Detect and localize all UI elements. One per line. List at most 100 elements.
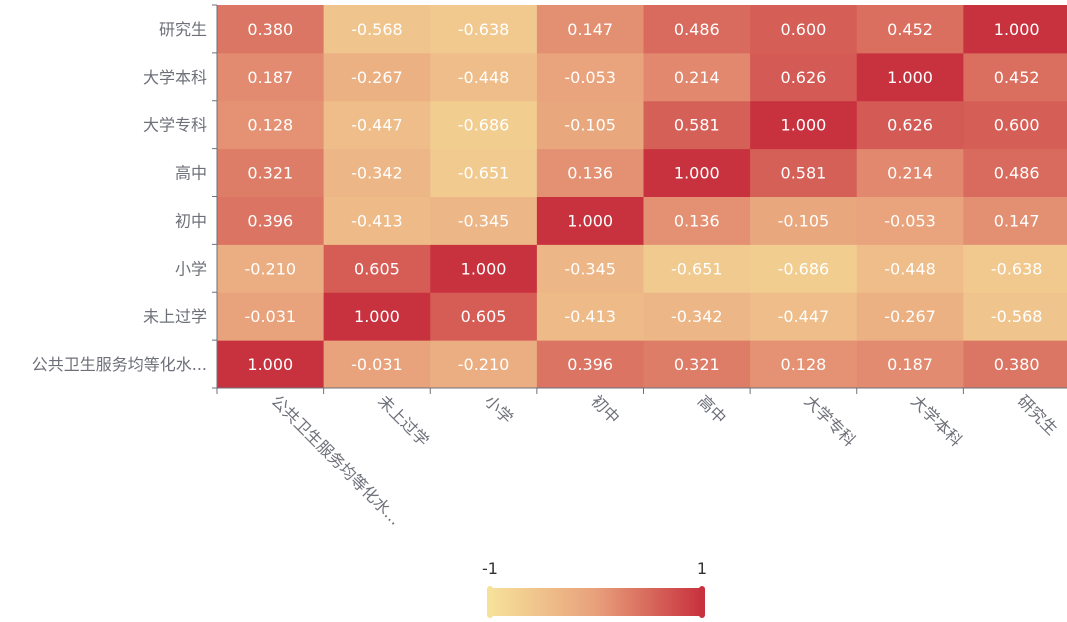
heatmap-cell[interactable] — [536, 340, 644, 389]
heatmap-cell[interactable] — [430, 244, 538, 293]
heatmap-cell[interactable] — [856, 100, 964, 150]
cell-value-label: 0.396 — [567, 355, 613, 374]
heatmap-cell[interactable] — [217, 244, 325, 293]
heatmap-cell[interactable] — [323, 196, 431, 245]
heatmap-cell[interactable] — [217, 5, 325, 54]
cell-value-label: 1.000 — [674, 164, 720, 183]
heatmap-cell[interactable] — [963, 196, 1067, 245]
heatmap-cell[interactable] — [856, 244, 964, 293]
heatmap-cell[interactable] — [536, 148, 644, 197]
heatmap-cell[interactable] — [856, 292, 964, 341]
cell-value-label: 0.380 — [247, 20, 293, 39]
heatmap-cell[interactable] — [750, 148, 858, 197]
heatmap-cell[interactable] — [963, 148, 1067, 197]
heatmap-cell[interactable] — [963, 5, 1067, 54]
heatmap-cell[interactable] — [750, 100, 858, 150]
heatmap-cell[interactable] — [536, 5, 644, 54]
heatmap-cell[interactable] — [963, 100, 1067, 150]
cell-value-label: 0.214 — [887, 164, 933, 183]
y-tick-label: 公共卫生服务均等化水... — [32, 355, 207, 374]
cell-value-label: -0.638 — [991, 259, 1043, 278]
x-tick-label: 研究生 — [1014, 391, 1061, 438]
heatmap-cell[interactable] — [643, 292, 751, 341]
x-tick-label: 未上过学 — [374, 391, 433, 450]
heatmap-cell[interactable] — [856, 5, 964, 54]
heatmap-cell[interactable] — [323, 340, 431, 389]
heatmap-cell[interactable] — [217, 292, 325, 341]
y-axis: 公共卫生服务均等化水... 未上过学 小学 初中 高中 大学专科 大学本科 研究生 — [32, 4, 218, 394]
heatmap-cell[interactable] — [643, 244, 751, 293]
heatmap-cell[interactable] — [963, 52, 1067, 102]
heatmap-cell[interactable] — [217, 340, 325, 389]
y-tick-label: 小学 — [175, 259, 207, 278]
heatmap-cell[interactable] — [430, 148, 538, 197]
x-axis: 公共卫生服务均等化水...未上过学 小学 初中 高中 大学专科 大学本科 研究生 — [216, 387, 1067, 529]
heatmap-cell[interactable] — [323, 100, 431, 150]
cell-value-label: -0.031 — [351, 355, 403, 374]
heatmap-cell[interactable] — [750, 340, 858, 389]
heatmap-cell[interactable] — [750, 196, 858, 245]
heatmap-cell[interactable] — [536, 244, 644, 293]
heatmap-cell[interactable] — [643, 5, 751, 54]
x-tick-label: 高中 — [694, 391, 730, 427]
heatmap-cell[interactable] — [323, 292, 431, 341]
heatmap-cell[interactable] — [963, 340, 1067, 389]
heatmap-cell[interactable] — [217, 52, 325, 102]
cell-value-label: -0.638 — [458, 20, 510, 39]
cell-value-label: -0.105 — [564, 116, 616, 135]
heatmap-cell[interactable] — [430, 340, 538, 389]
y-tick-label: 大学本科 — [143, 68, 207, 87]
heatmap-cell[interactable] — [643, 340, 751, 389]
heatmap-cell[interactable] — [643, 196, 751, 245]
cell-value-label: 0.486 — [994, 164, 1040, 183]
heatmap-cell[interactable] — [750, 5, 858, 54]
cell-value-label: -0.342 — [351, 164, 403, 183]
cell-value-label: 0.128 — [247, 116, 293, 135]
heatmap-cell[interactable] — [750, 244, 858, 293]
visual-map-handle-max[interactable] — [699, 586, 705, 618]
y-tick-label: 大学专科 — [143, 116, 207, 135]
heatmap-cell[interactable] — [750, 292, 858, 341]
heatmap-cell[interactable] — [750, 52, 858, 102]
cell-value-label: -0.686 — [458, 116, 510, 135]
cell-value-label: -0.210 — [458, 355, 510, 374]
heatmap-cell[interactable] — [963, 244, 1067, 293]
heatmap-cell[interactable] — [643, 52, 751, 102]
cell-value-label: -0.448 — [884, 259, 936, 278]
y-tick-label: 初中 — [175, 211, 207, 230]
heatmap-cell[interactable] — [323, 148, 431, 197]
heatmap-cell[interactable] — [536, 52, 644, 102]
heatmap-cell[interactable] — [430, 100, 538, 150]
heatmap-cell[interactable] — [536, 100, 644, 150]
heatmap-cell[interactable] — [536, 196, 644, 245]
heatmap-cell[interactable] — [430, 292, 538, 341]
heatmap-cell[interactable] — [323, 5, 431, 54]
cell-value-label: -0.651 — [458, 164, 510, 183]
visual-map[interactable]: -1 1 — [482, 559, 707, 618]
visual-map-handle-min[interactable] — [487, 586, 493, 618]
heatmap-cell[interactable] — [643, 100, 751, 150]
heatmap-cell[interactable] — [217, 100, 325, 150]
heatmap-cell[interactable] — [856, 52, 964, 102]
heatmap-cells — [217, 5, 1067, 389]
cell-value-label: -0.342 — [671, 307, 723, 326]
heatmap-cell[interactable] — [963, 292, 1067, 341]
cell-value-label: 0.486 — [674, 20, 720, 39]
heatmap-cell[interactable] — [856, 196, 964, 245]
heatmap-cell[interactable] — [536, 292, 644, 341]
visual-map-bar[interactable] — [490, 588, 702, 616]
heatmap-cell[interactable] — [323, 52, 431, 102]
cell-value-label: -0.686 — [778, 259, 830, 278]
heatmap-cell[interactable] — [856, 340, 964, 389]
cell-value-label: 0.396 — [247, 211, 293, 230]
heatmap-cell[interactable] — [217, 196, 325, 245]
heatmap-cell[interactable] — [430, 196, 538, 245]
heatmap-cell[interactable] — [323, 244, 431, 293]
heatmap-cell[interactable] — [430, 52, 538, 102]
heatmap-cell[interactable] — [643, 148, 751, 197]
cell-value-label: 1.000 — [461, 259, 507, 278]
cell-value-label: 0.605 — [461, 307, 507, 326]
heatmap-cell[interactable] — [430, 5, 538, 54]
heatmap-cell[interactable] — [217, 148, 325, 197]
heatmap-cell[interactable] — [856, 148, 964, 197]
